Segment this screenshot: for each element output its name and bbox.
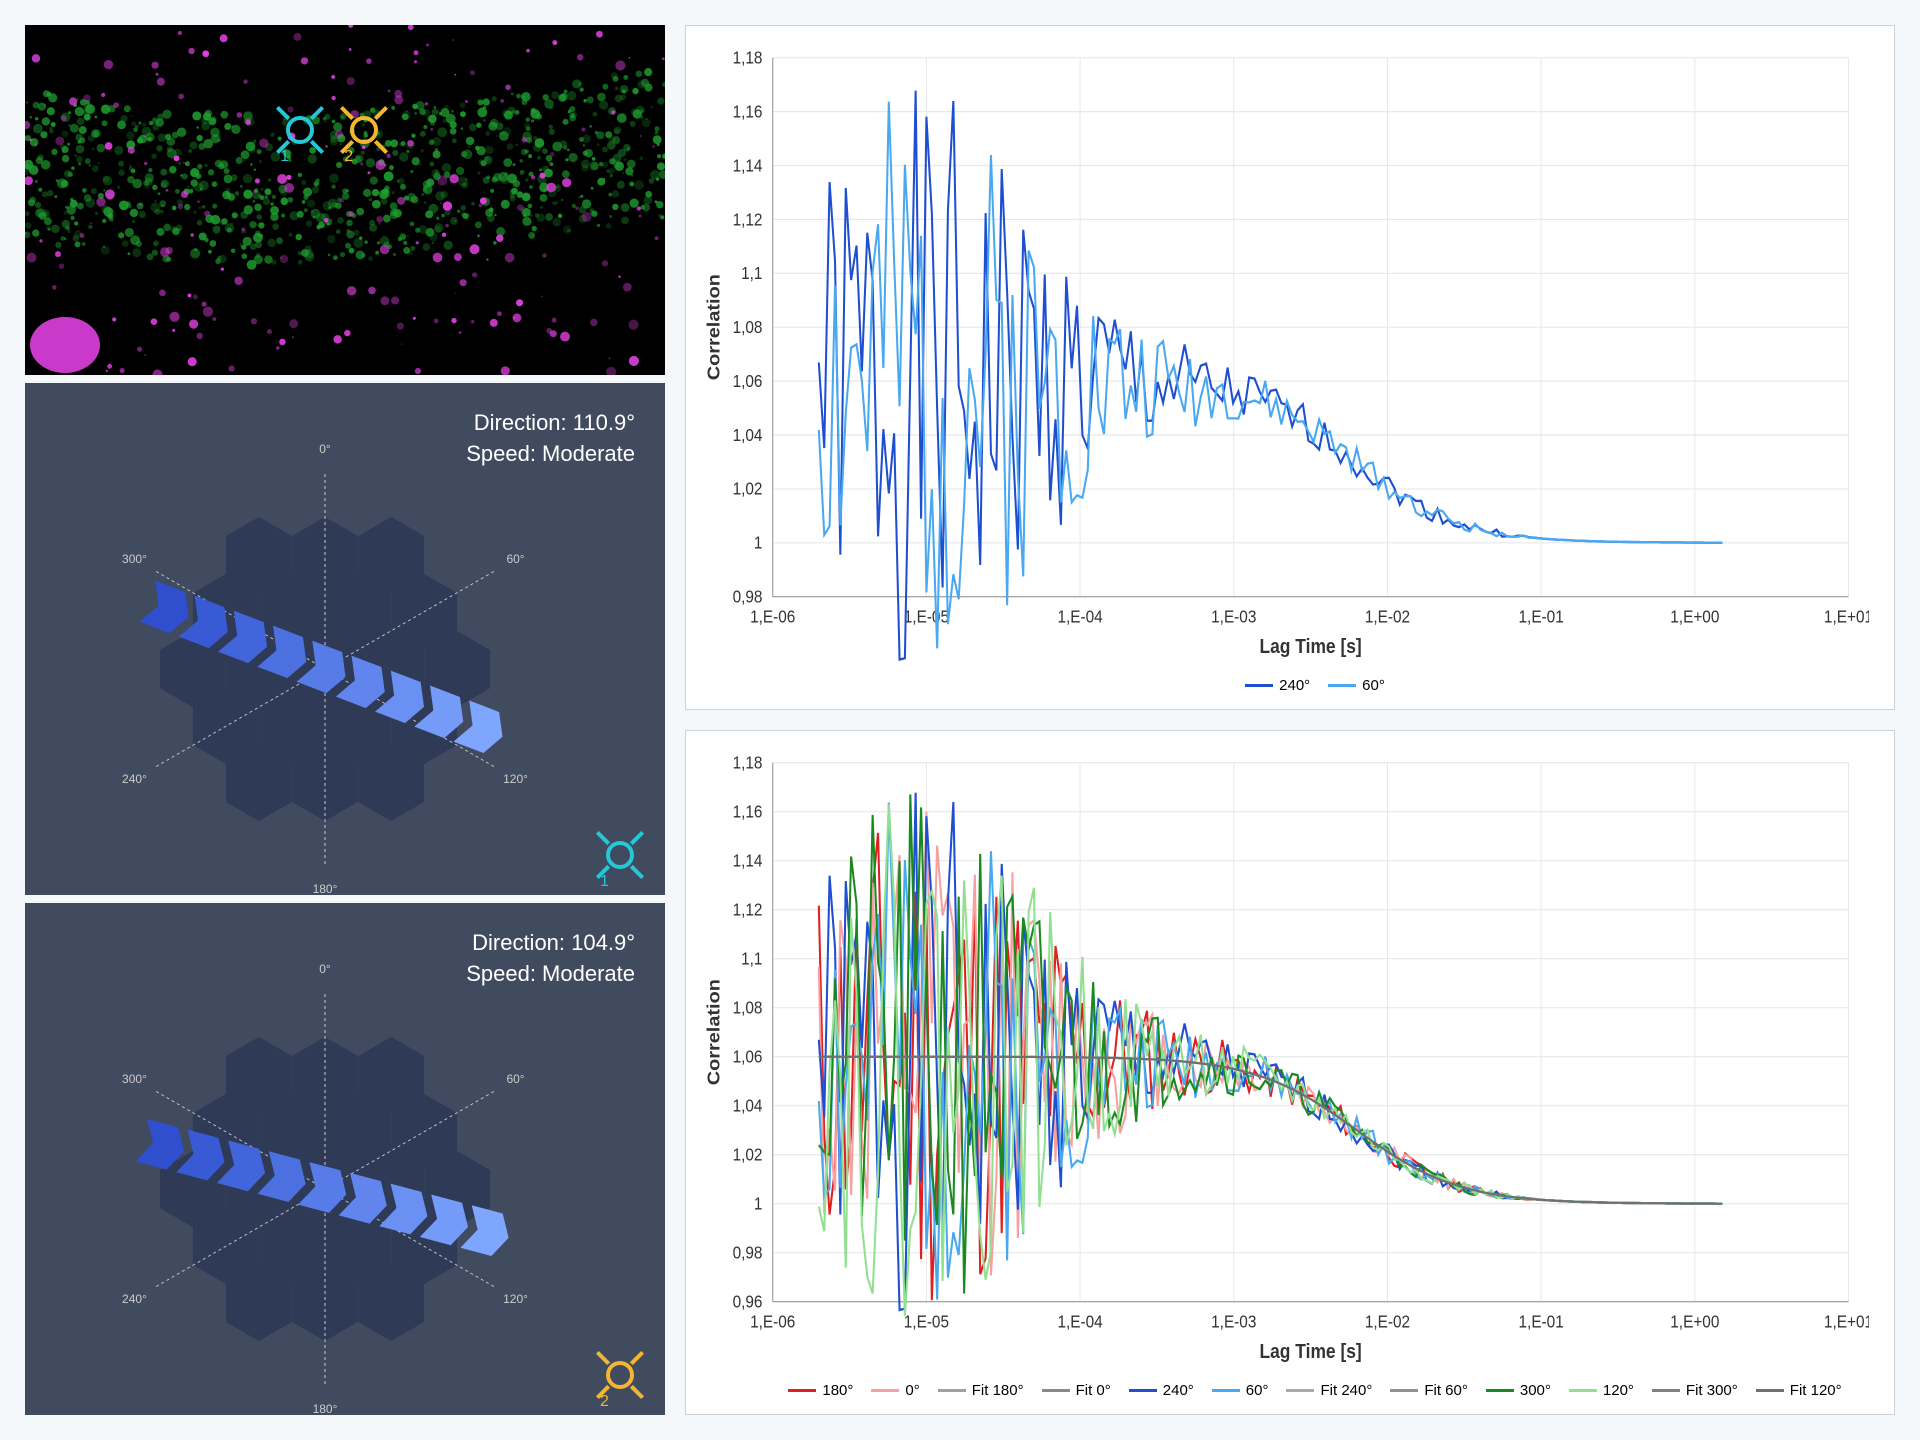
legend-item: 60° [1212, 1382, 1269, 1399]
svg-text:1,E-01: 1,E-01 [1519, 608, 1564, 627]
svg-text:Correlation: Correlation [704, 274, 724, 380]
svg-text:0°: 0° [319, 442, 331, 456]
svg-text:1,E-02: 1,E-02 [1365, 608, 1410, 627]
svg-text:1,E+01: 1,E+01 [1824, 608, 1869, 627]
legend-item: 0° [871, 1382, 919, 1399]
svg-text:1,E-03: 1,E-03 [1211, 608, 1256, 627]
svg-text:1,E-06: 1,E-06 [750, 608, 795, 627]
svg-text:1,12: 1,12 [733, 210, 763, 229]
microscopy-bg [25, 25, 665, 375]
svg-text:120°: 120° [503, 1292, 528, 1306]
correlation-chart-top: 0,98 1 1,02 1,04 1,06 1,08 1,1 1,12 1,14 1,16 1,18… [685, 25, 1895, 710]
legend-item: Fit 0° [1042, 1382, 1111, 1399]
legend-item: Fit 300° [1652, 1382, 1738, 1399]
svg-text:120°: 120° [503, 772, 528, 786]
svg-text:1,04: 1,04 [733, 426, 763, 445]
svg-text:300°: 300° [122, 552, 147, 566]
svg-text:1,18: 1,18 [733, 49, 763, 68]
panel-marker-2: 2 [590, 1345, 650, 1405]
svg-text:300°: 300° [122, 1072, 147, 1086]
svg-text:1,E-01: 1,E-01 [1519, 1313, 1564, 1332]
svg-text:1,16: 1,16 [733, 803, 763, 822]
svg-text:60°: 60° [506, 1072, 524, 1086]
svg-text:1,E-05: 1,E-05 [904, 1313, 949, 1332]
hex-panel-1: Direction: 110.9°Speed: Moderate0°60°120… [25, 383, 665, 895]
legend-item: 240° [1129, 1382, 1194, 1399]
marker-1: 1 [270, 100, 330, 160]
legend-item: 120° [1569, 1382, 1634, 1399]
svg-text:0°: 0° [319, 962, 331, 976]
svg-text:1,08: 1,08 [733, 318, 763, 337]
svg-text:1,E+00: 1,E+00 [1670, 1313, 1719, 1332]
svg-text:1,02: 1,02 [733, 480, 763, 499]
correlation-chart-bottom: 0,96 0,98 1 1,02 1,04 1,06 1,08 1,1 1,12 1,14 1,16… [685, 730, 1895, 1415]
svg-text:1,04: 1,04 [733, 1097, 763, 1116]
svg-text:1,E+00: 1,E+00 [1670, 608, 1719, 627]
svg-text:180°: 180° [313, 1402, 338, 1415]
chart-legend-top: 240° 60° [701, 667, 1869, 694]
svg-text:1,06: 1,06 [733, 372, 763, 391]
legend-item: Fit 180° [938, 1382, 1024, 1399]
svg-text:1,14: 1,14 [733, 852, 763, 871]
svg-text:1,E-04: 1,E-04 [1057, 608, 1102, 627]
svg-text:1,E-03: 1,E-03 [1211, 1313, 1256, 1332]
marker-2: 2 [334, 100, 394, 160]
svg-text:Lag Time [s]: Lag Time [s] [1259, 1340, 1361, 1362]
svg-text:180°: 180° [313, 882, 338, 895]
svg-text:60°: 60° [506, 552, 524, 566]
svg-text:1: 1 [754, 1195, 763, 1214]
svg-text:1,02: 1,02 [733, 1146, 763, 1165]
svg-text:240°: 240° [122, 1292, 147, 1306]
svg-text:1,12: 1,12 [733, 901, 763, 920]
svg-text:1,E+01: 1,E+01 [1824, 1313, 1869, 1332]
svg-text:0,98: 0,98 [733, 1244, 763, 1263]
panel-marker-1: 1 [590, 825, 650, 885]
svg-text:1,E-02: 1,E-02 [1365, 1313, 1410, 1332]
svg-text:240°: 240° [122, 772, 147, 786]
svg-text:0,96: 0,96 [733, 1293, 763, 1312]
hex-panel-2: Direction: 104.9°Speed: Moderate0°60°120… [25, 903, 665, 1415]
svg-text:0,98: 0,98 [733, 588, 763, 607]
svg-text:1,E-05: 1,E-05 [904, 608, 949, 627]
svg-text:1,E-04: 1,E-04 [1057, 1313, 1102, 1332]
svg-text:1,06: 1,06 [733, 1048, 763, 1067]
legend-item: 180° [788, 1382, 853, 1399]
svg-text:Correlation: Correlation [704, 979, 724, 1085]
legend-item: 240° [1245, 677, 1310, 694]
legend-item: 300° [1486, 1382, 1551, 1399]
legend-item: 60° [1328, 677, 1385, 694]
svg-text:1,14: 1,14 [733, 156, 763, 175]
legend-item: Fit 60° [1390, 1382, 1468, 1399]
svg-text:1,1: 1,1 [741, 950, 762, 969]
chart-legend-bottom: 180° 0° Fit 180° Fit 0° 240° 60° Fit 240° Fit 6… [701, 1372, 1869, 1399]
svg-text:1: 1 [754, 534, 763, 553]
microscopy-image: 12 [25, 25, 665, 375]
svg-text:1,1: 1,1 [741, 264, 762, 283]
svg-text:1,08: 1,08 [733, 999, 763, 1018]
svg-text:Lag Time [s]: Lag Time [s] [1259, 635, 1361, 657]
svg-text:1,16: 1,16 [733, 103, 763, 122]
svg-text:1,18: 1,18 [733, 754, 763, 773]
legend-item: Fit 120° [1756, 1382, 1842, 1399]
legend-item: Fit 240° [1286, 1382, 1372, 1399]
svg-text:1,E-06: 1,E-06 [750, 1313, 795, 1332]
